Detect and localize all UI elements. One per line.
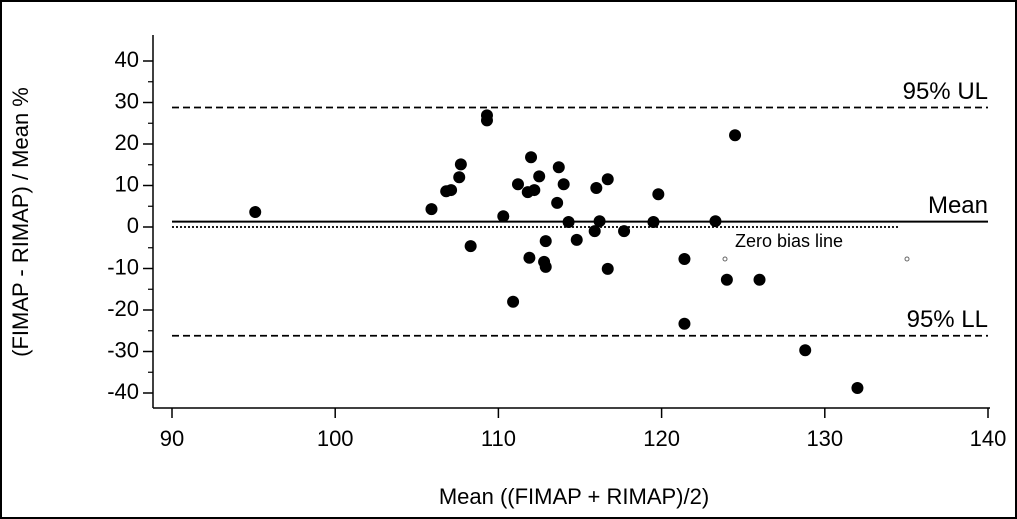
data-point (652, 188, 665, 201)
annotation-dot (904, 256, 910, 262)
x-tick-label: 130 (806, 426, 843, 451)
reference-label: 95% UL (903, 78, 988, 105)
data-point (425, 203, 438, 216)
data-point (480, 114, 493, 127)
data-point (601, 173, 614, 186)
y-tick-label: -20 (107, 296, 139, 321)
x-tick-label: 90 (160, 426, 184, 451)
data-point (753, 273, 766, 286)
x-tick-label: 100 (317, 426, 354, 451)
y-tick-label: 10 (115, 171, 139, 196)
data-point (720, 273, 733, 286)
data-point (523, 251, 536, 264)
data-point (588, 225, 601, 238)
data-point (507, 295, 520, 308)
y-tick-label: -30 (107, 337, 139, 362)
data-point (799, 344, 812, 357)
data-point (593, 215, 606, 228)
data-point (464, 240, 477, 253)
data-point (551, 196, 564, 209)
data-point (557, 178, 570, 191)
data-point (678, 252, 691, 265)
data-point (525, 151, 538, 164)
data-point (601, 262, 614, 275)
data-point (552, 161, 565, 174)
x-tick-label: 140 (970, 426, 1007, 451)
data-point (249, 206, 262, 219)
data-point (729, 129, 742, 142)
data-point (678, 317, 691, 330)
data-point (851, 382, 864, 395)
data-point (539, 235, 552, 248)
data-point (497, 210, 510, 223)
data-point (528, 184, 541, 197)
data-point (590, 181, 603, 194)
data-point (453, 171, 466, 184)
y-tick-label: 30 (115, 88, 139, 113)
reference-label: Zero bias line (735, 231, 843, 251)
data-point (618, 225, 631, 238)
data-point (511, 178, 524, 191)
y-tick-label: -10 (107, 254, 139, 279)
y-axis-label: (FIMAP - RIMAP) / Mean % (8, 87, 33, 357)
data-point (454, 158, 467, 171)
annotation-dot (722, 256, 728, 262)
reference-label: 95% LL (907, 306, 988, 333)
data-point (562, 216, 575, 229)
x-axis-label: Mean ((FIMAP + RIMAP)/2) (439, 484, 709, 509)
data-point (539, 260, 552, 273)
data-point (647, 216, 660, 229)
y-tick-label: -40 (107, 379, 139, 404)
y-tick-label: 40 (115, 47, 139, 72)
data-point (709, 215, 722, 228)
x-tick-label: 120 (643, 426, 680, 451)
data-point (533, 170, 546, 183)
data-point (570, 233, 583, 246)
x-tick-label: 110 (481, 426, 516, 451)
data-point (445, 184, 458, 197)
reference-label: Mean (928, 192, 988, 219)
y-tick-label: 20 (115, 130, 139, 155)
y-tick-label: 0 (127, 213, 139, 238)
